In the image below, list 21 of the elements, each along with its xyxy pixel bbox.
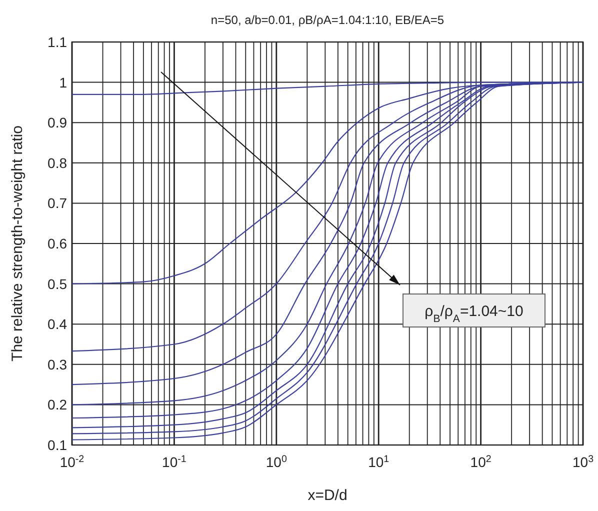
- y-tick-label: 0.5: [48, 276, 68, 292]
- x-tick-label: 10$^{0}$: [266, 454, 288, 470]
- y-tick-label: 0.8: [48, 154, 68, 171]
- x-tick-label: 10$^{-1}$: [162, 454, 186, 470]
- y-tick-label: 0.1: [48, 437, 68, 453]
- y-tick-label: 0.6: [48, 236, 68, 252]
- chart-title: n=50, a/b=0.01, ρB/ρA=1.04:1:10, EB/EA=5: [210, 13, 444, 27]
- y-tick-label: 1.1: [48, 34, 68, 50]
- x-axis-title: x=D/d: [308, 487, 348, 504]
- y-tick-label: 0.2: [48, 396, 68, 413]
- y-axis-title: The relative strength-to-weight ratio: [9, 126, 26, 362]
- y-tick-label: 0.3: [48, 356, 68, 372]
- x-tick-label: 10$^{1}$: [368, 454, 390, 470]
- x-tick-label: 10$^{3}$: [572, 454, 594, 470]
- y-tick-label: 0.4: [48, 316, 68, 332]
- y-tick-label: 0.7: [48, 195, 68, 212]
- y-tick-label: 0.9: [48, 114, 68, 131]
- x-tick-label: 10$^{2}$: [470, 454, 492, 470]
- x-tick-label: 10$^{-2}$: [60, 454, 84, 470]
- annotation: ρ$_{B}$/ρ$_{A}$=1.04~10: [424, 303, 524, 325]
- y-tick-label: 1: [59, 74, 68, 90]
